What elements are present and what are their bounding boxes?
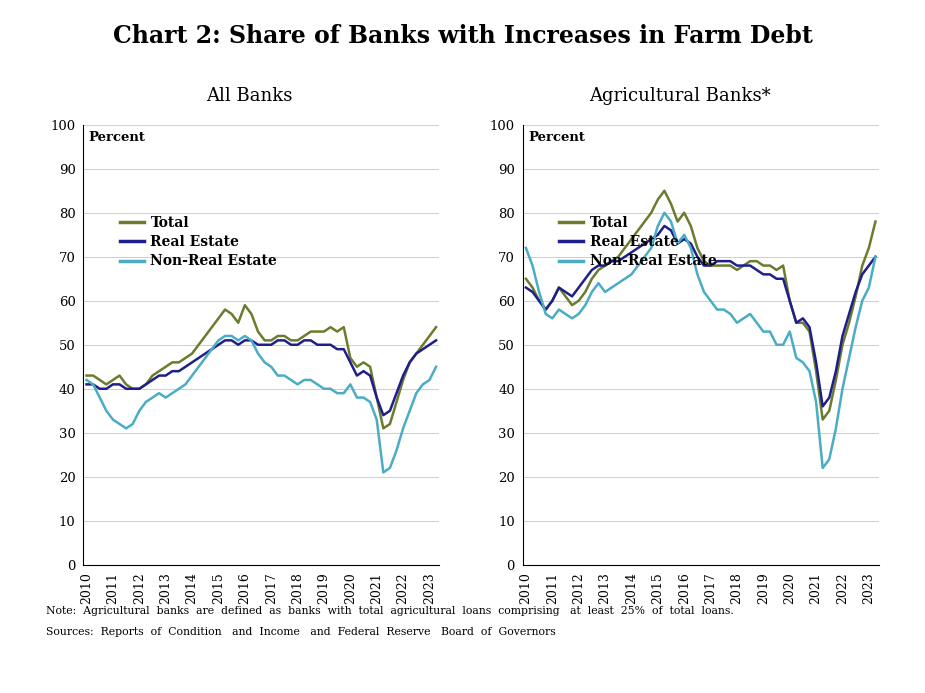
Real Estate	[732, 261, 743, 270]
Non-Real Estate	[718, 306, 729, 314]
Total	[240, 301, 251, 309]
Text: Percent: Percent	[528, 132, 585, 144]
Real Estate	[219, 336, 230, 344]
Non-Real Estate	[430, 362, 441, 371]
Legend: Total, Real Estate, Non-Real Estate: Total, Real Estate, Non-Real Estate	[115, 211, 282, 274]
Line: Non-Real Estate: Non-Real Estate	[526, 213, 875, 468]
Total	[213, 314, 224, 322]
Total	[278, 332, 290, 340]
Total	[817, 415, 828, 423]
Real Estate	[764, 270, 775, 279]
Total	[738, 261, 749, 270]
Non-Real Estate	[278, 371, 290, 380]
Line: Total: Total	[526, 191, 875, 419]
Real Estate	[299, 336, 310, 344]
Non-Real Estate	[141, 398, 152, 406]
Real Estate	[718, 257, 729, 265]
Non-Real Estate	[652, 222, 663, 230]
Total	[292, 336, 303, 344]
Total	[81, 371, 92, 380]
Real Estate	[430, 336, 441, 344]
Real Estate	[817, 402, 828, 410]
Real Estate	[521, 283, 532, 292]
Non-Real Estate	[377, 468, 388, 477]
Non-Real Estate	[580, 301, 591, 309]
Real Estate	[325, 340, 336, 349]
Real Estate	[292, 340, 303, 349]
Line: Non-Real Estate: Non-Real Estate	[87, 336, 436, 473]
Real Estate	[81, 380, 92, 389]
Total	[652, 195, 663, 204]
Non-Real Estate	[81, 376, 92, 384]
Non-Real Estate	[325, 385, 336, 393]
Non-Real Estate	[292, 380, 303, 389]
Total	[870, 218, 881, 226]
Line: Real Estate: Real Estate	[526, 226, 875, 406]
Total	[299, 332, 310, 340]
Non-Real Estate	[817, 464, 828, 472]
Real Estate	[141, 380, 152, 389]
Total	[325, 323, 336, 331]
Non-Real Estate	[213, 336, 224, 344]
Line: Real Estate: Real Estate	[87, 340, 436, 415]
Non-Real Estate	[738, 314, 749, 322]
Real Estate	[213, 340, 224, 349]
Real Estate	[652, 231, 663, 239]
Total	[377, 424, 388, 432]
Non-Real Estate	[659, 209, 670, 217]
Total	[430, 323, 441, 331]
Legend: Total, Real Estate, Non-Real Estate: Total, Real Estate, Non-Real Estate	[554, 211, 722, 274]
Text: Note:  Agricultural  banks  are  defined  as  banks  with  total  agricultural  : Note: Agricultural banks are defined as …	[46, 606, 734, 616]
Line: Total: Total	[87, 305, 436, 428]
Text: Percent: Percent	[89, 132, 145, 144]
Non-Real Estate	[299, 376, 310, 384]
Total	[141, 380, 152, 389]
Real Estate	[580, 274, 591, 283]
Real Estate	[738, 261, 749, 270]
Text: All Banks: All Banks	[206, 87, 293, 105]
Real Estate	[659, 222, 670, 230]
Non-Real Estate	[732, 319, 743, 327]
Total	[580, 288, 591, 296]
Total	[659, 186, 670, 195]
Non-Real Estate	[764, 327, 775, 335]
Text: Agricultural Banks*: Agricultural Banks*	[589, 87, 771, 105]
Total	[732, 266, 743, 274]
Non-Real Estate	[219, 332, 230, 340]
Text: Sources:  Reports  of  Condition   and  Income   and  Federal  Reserve   Board  : Sources: Reports of Condition and Income…	[46, 627, 556, 637]
Real Estate	[870, 252, 881, 261]
Total	[764, 261, 775, 270]
Total	[521, 274, 532, 283]
Non-Real Estate	[521, 244, 532, 252]
Non-Real Estate	[870, 252, 881, 261]
Text: Chart 2: Share of Banks with Increases in Farm Debt: Chart 2: Share of Banks with Increases i…	[113, 24, 812, 49]
Real Estate	[377, 411, 388, 419]
Total	[718, 261, 729, 270]
Real Estate	[278, 336, 290, 344]
